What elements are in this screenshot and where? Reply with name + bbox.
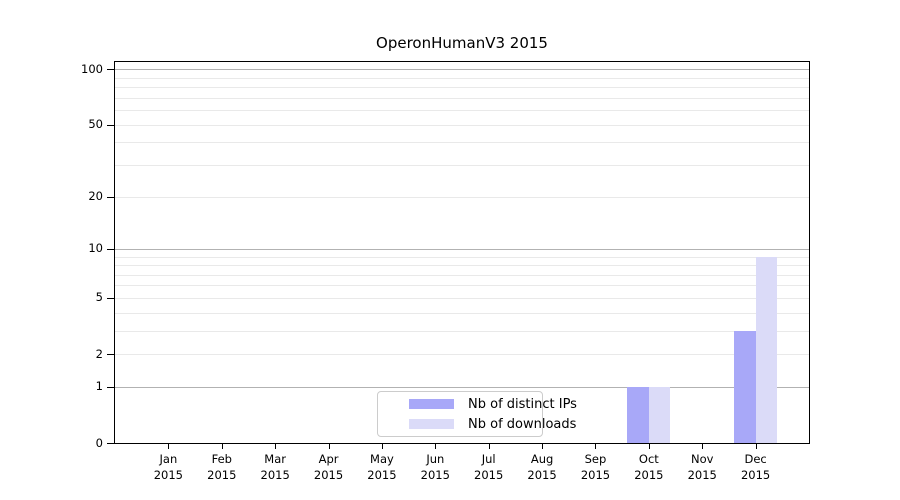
legend: Nb of distinct IPs Nb of downloads [377, 391, 577, 437]
y-tick-label: 0 [95, 435, 103, 450]
x-tick-month: Jun [426, 452, 445, 466]
minor-gridline [115, 265, 809, 267]
x-tick-mark [221, 444, 223, 449]
x-tick-label-apr: Apr 2015 [299, 452, 359, 483]
x-tick-mark [168, 444, 170, 449]
x-tick-year: 2015 [367, 467, 397, 482]
minor-gridline [115, 77, 809, 79]
bar-downloads-oct [648, 386, 671, 443]
x-tick-month: Jul [481, 452, 496, 466]
x-tick-year: 2015 [313, 467, 344, 482]
x-tick-month: Feb [211, 452, 232, 466]
x-tick-year: 2015 [260, 467, 290, 482]
minor-gridline [115, 97, 809, 99]
major-gridline [115, 248, 809, 250]
y-tick-label: 1 [95, 379, 103, 394]
y-tick-label: 2 [95, 346, 103, 361]
legend-label-distinct-ips: Nb of distinct IPs [468, 396, 577, 412]
major-gridline [115, 386, 809, 388]
x-tick-label-jun: Jun 2015 [405, 452, 465, 483]
x-tick-label-sep: Sep 2015 [565, 452, 625, 483]
minor-gridline [115, 165, 809, 166]
x-tick-mark [648, 444, 650, 449]
y-tick-label: 100 [81, 61, 103, 76]
x-tick-month: Jan [159, 452, 178, 466]
y-tick-label: 5 [95, 290, 103, 305]
x-tick-mark [595, 444, 597, 449]
y-tick-label: 20 [88, 189, 103, 204]
y-tick-mark [107, 386, 114, 388]
minor-gridline [115, 196, 809, 198]
x-tick-month: Sep [584, 452, 607, 466]
y-tick-mark [107, 443, 114, 444]
x-tick-year: 2015 [420, 467, 450, 482]
x-tick-label-jan: Jan 2015 [138, 452, 198, 483]
x-tick-label-nov: Nov 2015 [672, 452, 732, 483]
y-tick-mark [107, 69, 114, 71]
x-tick-mark [381, 444, 383, 449]
legend-swatch-downloads [409, 419, 454, 429]
chart-title: OperonHumanV3 2015 [376, 34, 548, 52]
x-tick-label-may: May 2015 [352, 452, 412, 483]
minor-gridline [115, 110, 809, 112]
x-tick-label-dec: Dec 2015 [726, 452, 786, 483]
y-tick-mark [107, 196, 114, 198]
minor-gridline [115, 256, 809, 258]
y-tick-label: 10 [88, 241, 103, 256]
minor-gridline [115, 285, 809, 287]
x-tick-mark [435, 444, 437, 449]
legend-swatch-distinct-ips [409, 399, 454, 409]
x-tick-mark [755, 444, 757, 449]
y-tick-label: 50 [88, 117, 103, 132]
x-tick-year: 2015 [580, 467, 611, 482]
y-tick-mark [107, 297, 114, 299]
minor-gridline [115, 354, 809, 356]
y-tick-mark [107, 354, 114, 356]
minor-gridline [115, 124, 809, 126]
x-tick-label-jul: Jul 2015 [459, 452, 519, 483]
x-tick-year: 2015 [207, 467, 237, 482]
y-tick-mark [107, 124, 114, 126]
x-tick-year: 2015 [740, 467, 771, 482]
x-tick-year: 2015 [474, 467, 504, 482]
x-tick-label-feb: Feb 2015 [192, 452, 252, 483]
y-tick-mark [107, 248, 114, 250]
bar-downloads-dec [755, 256, 777, 443]
x-tick-year: 2015 [634, 467, 664, 482]
x-tick-month: Aug [530, 452, 554, 466]
bar-distinct-ips-oct [627, 386, 649, 443]
x-tick-year: 2015 [687, 467, 717, 482]
x-tick-month: May [370, 452, 394, 466]
x-tick-year: 2015 [153, 467, 184, 482]
minor-gridline [115, 330, 809, 332]
legend-item-distinct-ips: Nb of distinct IPs [409, 396, 577, 412]
legend-item-downloads: Nb of downloads [409, 416, 576, 432]
major-gridline [115, 69, 809, 71]
x-tick-mark [702, 444, 704, 449]
x-tick-month: Nov [690, 452, 714, 466]
minor-gridline [115, 297, 809, 299]
x-tick-year: 2015 [527, 467, 557, 482]
x-tick-label-oct: Oct 2015 [619, 452, 679, 483]
x-tick-month: Oct [638, 452, 659, 466]
x-tick-month: Apr [318, 452, 339, 466]
x-tick-month: Mar [264, 452, 286, 466]
x-tick-month: Dec [744, 452, 767, 466]
x-tick-label-mar: Mar 2015 [245, 452, 305, 483]
plot-area [114, 61, 810, 444]
minor-gridline [115, 87, 809, 89]
legend-label-downloads: Nb of downloads [468, 416, 577, 432]
x-tick-mark [542, 444, 544, 449]
minor-gridline [115, 274, 809, 276]
x-tick-mark [488, 444, 490, 449]
minor-gridline [115, 312, 809, 314]
x-tick-mark [328, 444, 330, 449]
x-tick-mark [275, 444, 277, 449]
x-tick-label-aug: Aug 2015 [512, 452, 572, 483]
minor-gridline [115, 142, 809, 144]
bar-distinct-ips-dec [734, 330, 756, 443]
